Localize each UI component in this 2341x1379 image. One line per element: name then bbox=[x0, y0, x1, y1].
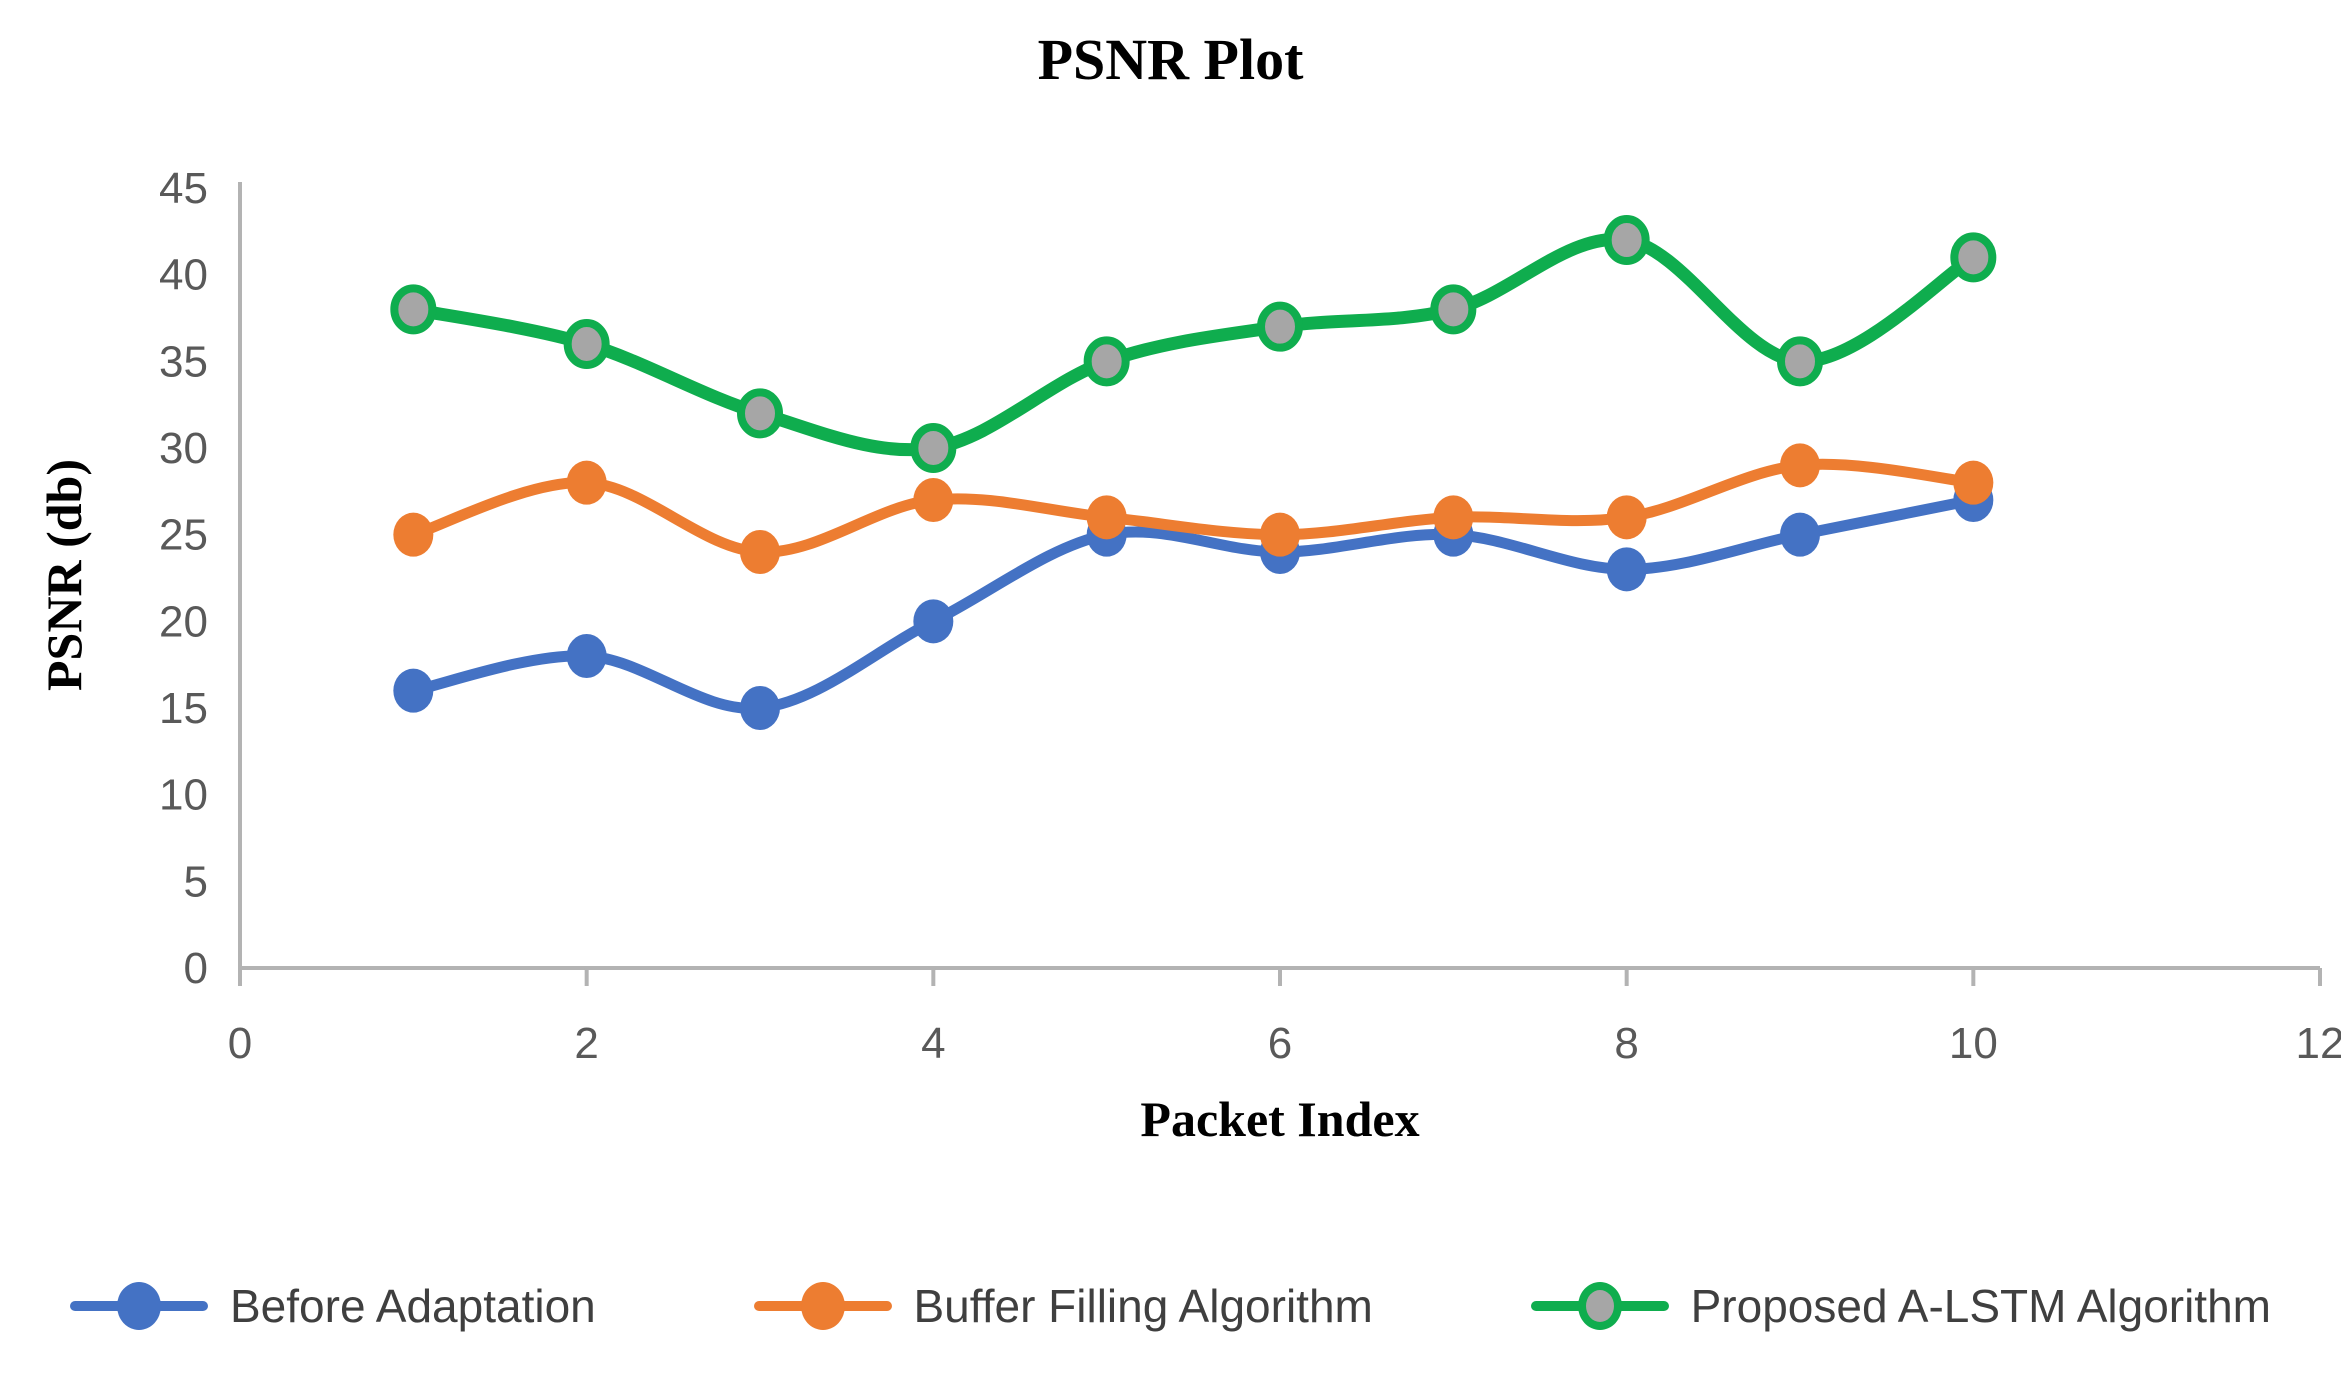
legend-label: Buffer Filling Algorithm bbox=[913, 1280, 1373, 1332]
svg-text:5: 5 bbox=[184, 857, 208, 906]
svg-text:15: 15 bbox=[159, 684, 208, 733]
series-line-marker-icon bbox=[1530, 1278, 1669, 1334]
svg-text:12: 12 bbox=[2296, 1019, 2341, 1068]
legend-item-proposed-a-lstm: Proposed A-LSTM Algorithm bbox=[1530, 1278, 2271, 1334]
svg-text:20: 20 bbox=[159, 597, 208, 646]
svg-text:45: 45 bbox=[159, 164, 208, 213]
svg-text:10: 10 bbox=[159, 771, 208, 820]
circle-marker-icon bbox=[117, 1282, 161, 1330]
legend-item-buffer-filling: Buffer Filling Algorithm bbox=[753, 1278, 1373, 1334]
circle-marker-icon bbox=[800, 1282, 845, 1330]
legend: Before Adaptation Buffer Filling Algorit… bbox=[0, 1270, 2341, 1342]
svg-text:25: 25 bbox=[159, 511, 208, 560]
svg-text:8: 8 bbox=[1614, 1019, 1638, 1068]
svg-text:35: 35 bbox=[159, 337, 208, 386]
svg-text:2: 2 bbox=[574, 1019, 598, 1068]
x-axis-title: Packet Index bbox=[1140, 1091, 1420, 1147]
legend-label: Before Adaptation bbox=[230, 1280, 596, 1332]
series-line-marker-icon bbox=[753, 1278, 892, 1334]
svg-text:40: 40 bbox=[159, 251, 208, 300]
svg-text:0: 0 bbox=[228, 1019, 252, 1068]
svg-text:30: 30 bbox=[159, 424, 208, 473]
circle-marker-icon bbox=[1577, 1282, 1622, 1330]
svg-text:10: 10 bbox=[1949, 1019, 1998, 1068]
legend-item-before-adaptation: Before Adaptation bbox=[70, 1278, 596, 1334]
legend-label: Proposed A-LSTM Algorithm bbox=[1690, 1280, 2271, 1332]
chart-title: PSNR Plot bbox=[1037, 27, 1304, 92]
svg-text:4: 4 bbox=[921, 1019, 945, 1068]
svg-text:0: 0 bbox=[184, 944, 208, 993]
series-line-marker-icon bbox=[70, 1278, 208, 1334]
svg-text:6: 6 bbox=[1268, 1019, 1292, 1068]
